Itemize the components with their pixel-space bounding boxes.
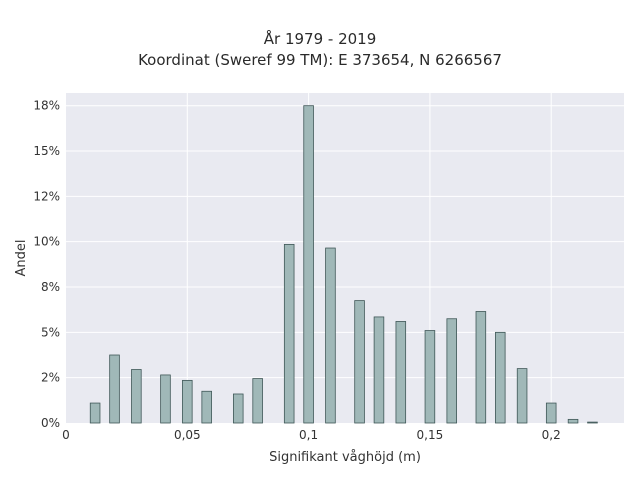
bar: [89, 402, 101, 424]
y-tick-label: 8%: [41, 280, 60, 294]
y-tick-label: 18%: [33, 99, 60, 113]
bar: [516, 368, 528, 424]
bar: [567, 418, 579, 424]
y-tick-label: 2%: [41, 371, 60, 385]
y-tick-label: 12%: [33, 189, 60, 203]
y-tick-label: 10%: [33, 235, 60, 249]
grid-lines: [66, 93, 624, 423]
bar: [354, 300, 365, 424]
bar: [325, 247, 336, 424]
chart-title: År 1979 - 2019: [263, 30, 377, 48]
bar: [232, 393, 244, 424]
bar: [252, 378, 263, 424]
bar: [160, 374, 171, 424]
y-axis-ticks: 0% 2% 5% 8% 10% 12% 15% 18%: [33, 99, 60, 430]
bar: [545, 402, 557, 424]
bar: [283, 244, 295, 424]
bar: [446, 318, 458, 424]
x-tick-label: 0,15: [417, 428, 444, 442]
y-tick-label: 5%: [41, 325, 60, 339]
x-tick-label: 0,2: [542, 428, 561, 442]
x-axis-label: Signifikant våghöjd (m): [269, 450, 421, 465]
bar: [201, 390, 212, 424]
bar: [109, 354, 120, 424]
bar: [424, 330, 436, 424]
bar: [182, 379, 193, 424]
x-axis-ticks: 0 0,05 0,1 0,15 0,2: [62, 428, 561, 442]
bar: [587, 421, 598, 424]
x-tick-label: 0,1: [299, 428, 318, 442]
bar: [373, 316, 385, 424]
chart-subtitle: Koordinat (Sweref 99 TM): E 373654, N 62…: [138, 51, 502, 69]
x-tick-label: 0,05: [174, 428, 201, 442]
bar: [495, 331, 506, 424]
bar: [131, 369, 142, 424]
bar: [475, 311, 487, 424]
x-tick-label: 0: [62, 428, 70, 442]
y-tick-label: 15%: [33, 144, 60, 158]
bar: [395, 321, 407, 424]
plot-area: [66, 93, 624, 423]
y-axis-label: Andel: [14, 240, 29, 277]
y-tick-label: 0%: [41, 416, 60, 430]
bars: [89, 105, 598, 424]
bar: [303, 105, 314, 424]
